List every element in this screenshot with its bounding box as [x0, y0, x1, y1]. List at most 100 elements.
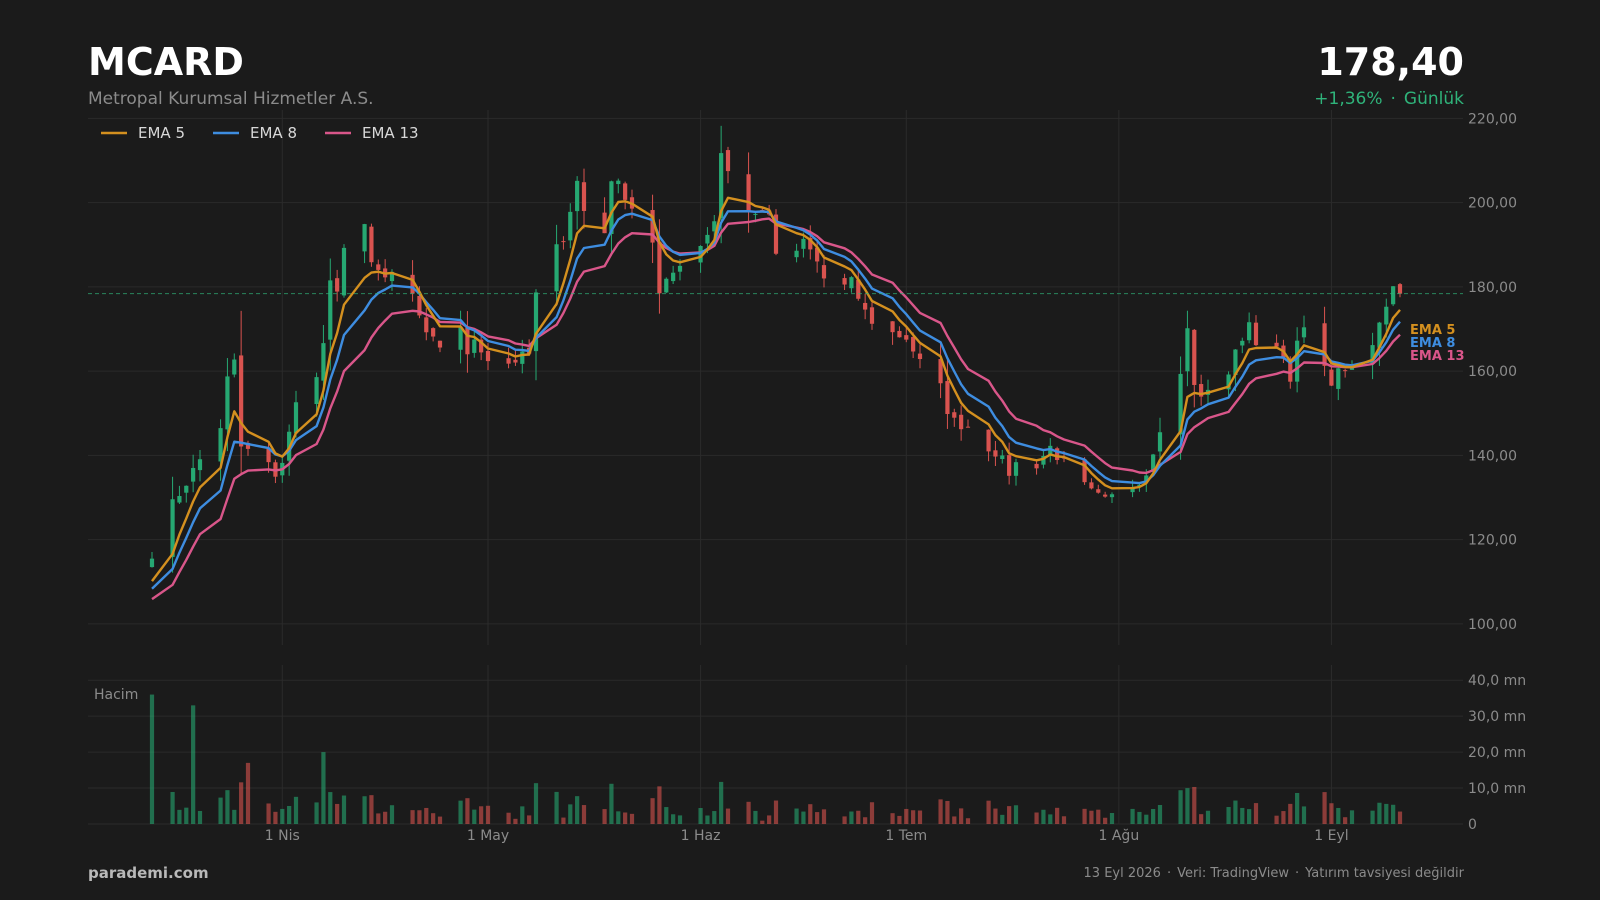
- volume-tick-label: 30,0 mn: [1468, 709, 1526, 725]
- volume-bar: [629, 813, 635, 824]
- volume-bar: [520, 806, 525, 824]
- candle-body: [472, 339, 477, 353]
- volume-bar: [671, 814, 676, 824]
- volume-bar: [1370, 810, 1375, 824]
- volume-bar: [1322, 792, 1327, 824]
- ema5-line: [151, 196, 1401, 582]
- candle-body: [815, 247, 820, 262]
- volume-bar: [1178, 790, 1183, 824]
- x-tick-label: 1 May: [467, 828, 509, 844]
- volume-bar: [993, 808, 998, 824]
- volume-bar: [808, 804, 813, 824]
- volume-bar: [1301, 806, 1307, 824]
- volume-bar: [1226, 807, 1231, 824]
- x-tick-label: 1 Nis: [265, 828, 300, 844]
- volume-bar: [1233, 800, 1238, 824]
- volume-tick-label: 40,0 mn: [1468, 673, 1526, 689]
- brand-name: parademi.com: [88, 864, 209, 882]
- candle-body: [938, 359, 943, 384]
- candle-body: [705, 234, 710, 244]
- candle-body: [424, 317, 429, 333]
- candle-body: [863, 302, 868, 310]
- candle-body: [1013, 462, 1019, 476]
- volume-bar: [513, 818, 518, 824]
- period-label: Günlük: [1403, 89, 1464, 109]
- ema8-line: [151, 210, 1401, 590]
- candle-body: [335, 278, 340, 292]
- volume-bar: [746, 801, 751, 824]
- candle-body: [479, 339, 484, 353]
- price-tick-label: 200,00: [1468, 196, 1517, 212]
- volume-bar: [266, 803, 271, 824]
- candle-body: [1322, 323, 1327, 366]
- candle-body: [561, 241, 566, 243]
- candle-body: [698, 245, 703, 263]
- volume-bar: [869, 802, 875, 824]
- candle-body: [389, 271, 395, 282]
- volume-bar: [664, 807, 669, 824]
- candle-body: [753, 213, 758, 215]
- volume-tick-label: 0: [1468, 817, 1477, 833]
- candle-body: [568, 211, 573, 241]
- volume-bar: [794, 808, 799, 824]
- volume-bar: [1061, 816, 1067, 824]
- volume-bar: [1274, 815, 1279, 824]
- candle-body: [616, 180, 621, 185]
- ticker-symbol: MCARD: [88, 40, 244, 84]
- volume-bar: [561, 817, 566, 824]
- candle-body: [1055, 448, 1060, 461]
- volume-bar: [815, 812, 820, 824]
- volume-bar: [389, 805, 395, 824]
- volume-bar: [938, 799, 943, 824]
- candle-body: [952, 412, 957, 418]
- candle-body: [1109, 494, 1115, 498]
- candle-body: [431, 328, 436, 337]
- volume-bar: [575, 796, 580, 824]
- volume-bar: [1089, 810, 1094, 824]
- candle-body: [513, 359, 518, 363]
- candle-body: [725, 150, 731, 172]
- ema8-end-label: EMA 8: [1410, 336, 1455, 351]
- candle-body: [458, 326, 463, 350]
- candle-body: [520, 351, 525, 364]
- volume-bar: [245, 762, 251, 824]
- footer-disclaimer: Yatırım tavsiyesi değildir: [1305, 866, 1464, 881]
- separator-dot: ·: [1390, 89, 1396, 109]
- volume-bar: [239, 782, 244, 824]
- candle-body: [1144, 475, 1149, 482]
- price-tick-label: 180,00: [1468, 280, 1517, 296]
- candle-body: [1034, 463, 1039, 469]
- volume-bar: [568, 804, 573, 824]
- candle-body: [321, 343, 326, 381]
- volume-bar: [623, 812, 628, 824]
- volume-bar: [197, 810, 203, 824]
- volume-bar: [698, 808, 703, 824]
- candle-body: [773, 214, 779, 254]
- volume-bar: [1295, 792, 1300, 824]
- volume-bar: [801, 811, 806, 824]
- volume-bar: [362, 796, 367, 824]
- volume-bar: [1329, 803, 1334, 824]
- volume-bar: [369, 795, 374, 824]
- candle-body: [341, 247, 347, 296]
- volume-bar: [1000, 814, 1005, 824]
- volume-bar: [170, 791, 175, 824]
- candle-body: [1089, 482, 1094, 489]
- candle-body: [232, 359, 237, 375]
- volume-bar: [479, 806, 484, 824]
- candle-body: [664, 278, 669, 293]
- legend-ema5: EMA 5: [138, 124, 185, 142]
- candle-body: [1349, 367, 1355, 370]
- price-tick-label: 220,00: [1468, 111, 1517, 127]
- candle-body: [533, 292, 539, 352]
- candle-body: [650, 210, 655, 243]
- candle-body: [869, 307, 875, 324]
- candle-body: [1397, 284, 1403, 294]
- candle-body: [677, 265, 683, 272]
- volume-bar: [767, 815, 772, 824]
- candle-body: [609, 181, 614, 235]
- price-tick-label: 100,00: [1468, 617, 1517, 633]
- footer-date: 13 Eyl 2026: [1083, 866, 1161, 881]
- candle-body: [575, 180, 580, 212]
- candle-body: [794, 250, 799, 258]
